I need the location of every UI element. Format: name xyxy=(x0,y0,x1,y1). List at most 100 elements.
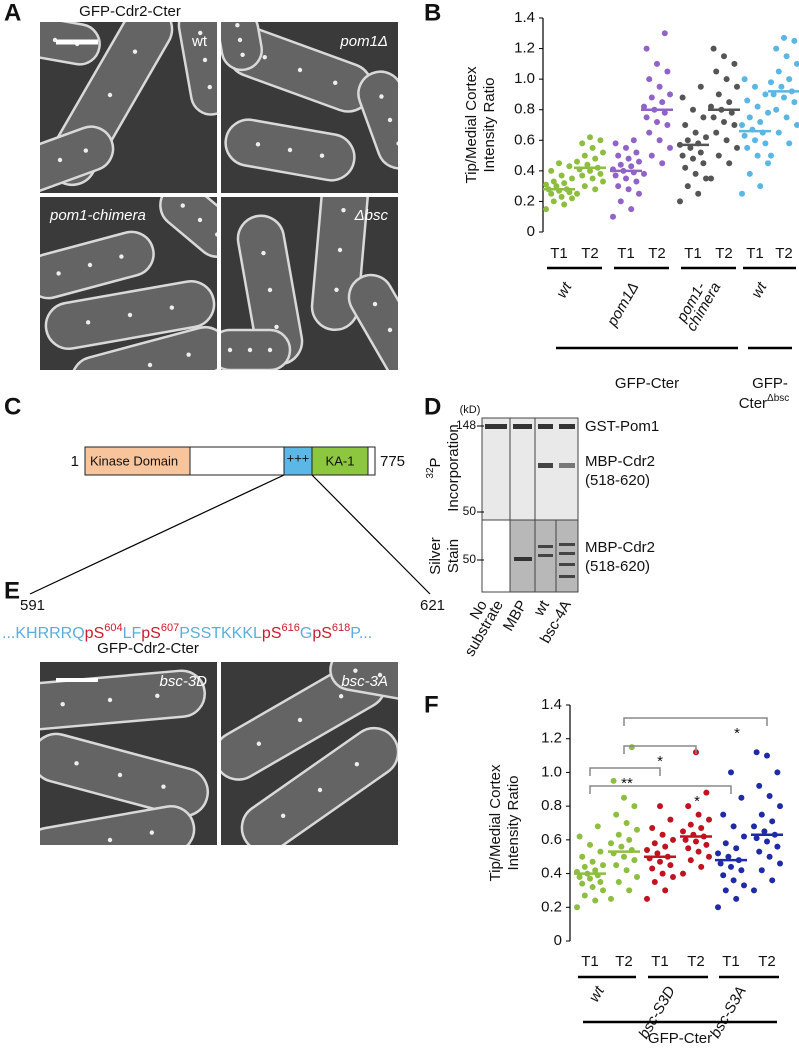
data-point xyxy=(597,137,604,144)
x-tick-label: T1 xyxy=(746,245,764,262)
data-point xyxy=(769,818,776,825)
data-point xyxy=(757,183,764,190)
data-point xyxy=(592,155,599,162)
data-point xyxy=(667,144,673,151)
data-point xyxy=(633,149,640,156)
band xyxy=(513,424,532,429)
data-point xyxy=(786,76,793,83)
data-point xyxy=(610,213,616,220)
data-point xyxy=(764,838,770,845)
data-point xyxy=(695,190,702,197)
data-point xyxy=(762,140,769,147)
data-point xyxy=(648,152,655,159)
band xyxy=(538,554,553,557)
cell-spot xyxy=(155,693,160,699)
cell-spot xyxy=(379,94,384,99)
cell-spot xyxy=(74,761,79,766)
data-point xyxy=(682,122,689,128)
data-point xyxy=(781,34,787,41)
data-point xyxy=(739,190,745,197)
residue-number: 1 xyxy=(71,453,79,470)
data-point xyxy=(628,163,635,170)
data-point xyxy=(644,895,650,902)
data-point xyxy=(579,172,586,179)
data-point xyxy=(628,744,635,751)
cell-spot xyxy=(227,347,233,353)
data-point xyxy=(618,843,625,850)
data-point xyxy=(659,831,666,838)
data-point xyxy=(581,183,588,190)
data-point xyxy=(581,152,588,159)
cell-spot xyxy=(198,30,203,36)
zoom-line xyxy=(311,474,431,595)
band-label: (518-620) xyxy=(585,558,650,575)
data-point xyxy=(550,198,557,205)
data-point xyxy=(695,811,702,818)
data-point xyxy=(636,190,642,197)
data-point xyxy=(744,97,751,104)
data-point xyxy=(569,195,575,202)
data-point xyxy=(781,94,787,101)
band xyxy=(559,463,575,468)
data-point xyxy=(715,850,721,857)
data-point xyxy=(643,114,650,121)
domain-label: KA-1 xyxy=(326,453,355,468)
y-tick-label: 0 xyxy=(554,932,562,949)
data-point xyxy=(641,170,647,177)
data-point xyxy=(649,865,656,872)
x-tick-label: T1 xyxy=(581,953,599,970)
data-point xyxy=(690,106,696,113)
data-point xyxy=(768,79,774,86)
data-point xyxy=(628,206,635,213)
data-point xyxy=(697,83,704,90)
cell-spot xyxy=(334,287,339,293)
image-label: Δbsc xyxy=(354,207,389,224)
y-tick-label: 1.0 xyxy=(541,763,562,780)
data-point xyxy=(754,152,761,159)
data-point xyxy=(685,803,692,810)
data-point xyxy=(677,198,683,205)
cell-spot xyxy=(149,830,155,835)
cell-spot xyxy=(287,147,293,153)
data-point xyxy=(774,769,781,776)
data-point xyxy=(543,206,549,213)
x-tick-label: T2 xyxy=(715,245,733,262)
data-point xyxy=(741,833,747,840)
data-point xyxy=(657,858,663,865)
sequence-segment: PSSTKKKL xyxy=(179,625,262,642)
ka1-domain xyxy=(311,446,369,476)
image-label: wt xyxy=(191,33,208,50)
data-point xyxy=(662,843,669,850)
data-point xyxy=(768,152,774,159)
data-point xyxy=(769,877,776,884)
cell-spot xyxy=(87,262,93,268)
data-point xyxy=(600,178,606,185)
data-point xyxy=(680,828,686,835)
data-point xyxy=(758,867,765,874)
panel-label: A xyxy=(4,0,21,26)
condition-label: GFP-Cter xyxy=(615,375,679,392)
sequence: ...KHRRRQpS604LFpS607PSSTKKKLpS616GpS618… xyxy=(2,622,372,642)
cell-spot xyxy=(247,347,253,353)
data-point xyxy=(726,160,733,167)
data-point xyxy=(734,144,740,151)
data-point xyxy=(600,862,606,869)
data-point xyxy=(553,183,560,190)
cell-spot xyxy=(354,761,360,767)
data-point xyxy=(682,164,689,171)
data-point xyxy=(753,835,760,842)
cell-spot xyxy=(169,305,175,310)
data-point xyxy=(715,91,722,98)
data-point xyxy=(667,862,674,869)
cell-spot xyxy=(317,787,323,793)
cell-spot xyxy=(186,352,191,357)
sequence-segment: pS xyxy=(141,625,161,642)
cell-spot xyxy=(180,203,185,208)
y-tick-label: 1.2 xyxy=(514,40,535,57)
y-axis-label: Intensity Ratio xyxy=(481,77,498,172)
data-point xyxy=(548,190,555,197)
isotope: 32 xyxy=(425,467,436,479)
data-point xyxy=(648,94,655,101)
data-point xyxy=(679,152,686,159)
